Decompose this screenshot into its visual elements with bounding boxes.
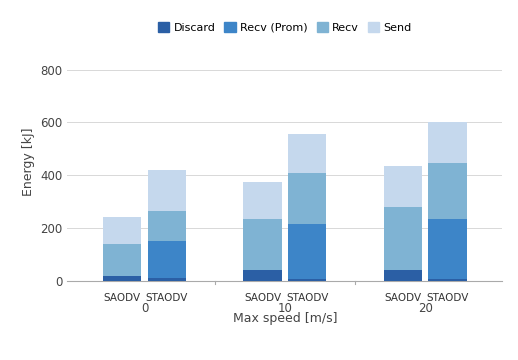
- Text: SAODV: SAODV: [244, 293, 281, 303]
- Bar: [428, 122, 467, 163]
- Text: STAODV: STAODV: [146, 293, 188, 303]
- Bar: [428, 279, 467, 281]
- Bar: [103, 275, 141, 281]
- Bar: [243, 219, 282, 270]
- Bar: [384, 270, 422, 281]
- Bar: [243, 182, 282, 219]
- Text: STAODV: STAODV: [286, 293, 328, 303]
- Text: 0: 0: [141, 302, 148, 315]
- Text: 10: 10: [278, 302, 292, 315]
- Bar: [288, 172, 326, 224]
- Bar: [384, 207, 422, 270]
- Bar: [428, 219, 467, 279]
- Text: STAODV: STAODV: [426, 293, 469, 303]
- Text: Max speed [m/s]: Max speed [m/s]: [233, 312, 337, 325]
- Text: SAODV: SAODV: [104, 293, 141, 303]
- Legend: Discard, Recv (Prom), Recv, Send: Discard, Recv (Prom), Recv, Send: [154, 18, 416, 37]
- Bar: [148, 170, 186, 211]
- Text: SAODV: SAODV: [384, 293, 422, 303]
- Text: 20: 20: [418, 302, 433, 315]
- Bar: [103, 244, 141, 275]
- Bar: [288, 224, 326, 279]
- Bar: [288, 134, 326, 172]
- Bar: [148, 211, 186, 241]
- Y-axis label: Energy [kJ]: Energy [kJ]: [22, 128, 35, 196]
- Bar: [148, 241, 186, 278]
- Bar: [384, 166, 422, 207]
- Bar: [288, 279, 326, 281]
- Bar: [428, 163, 467, 219]
- Bar: [103, 217, 141, 244]
- Bar: [148, 278, 186, 281]
- Bar: [243, 270, 282, 281]
